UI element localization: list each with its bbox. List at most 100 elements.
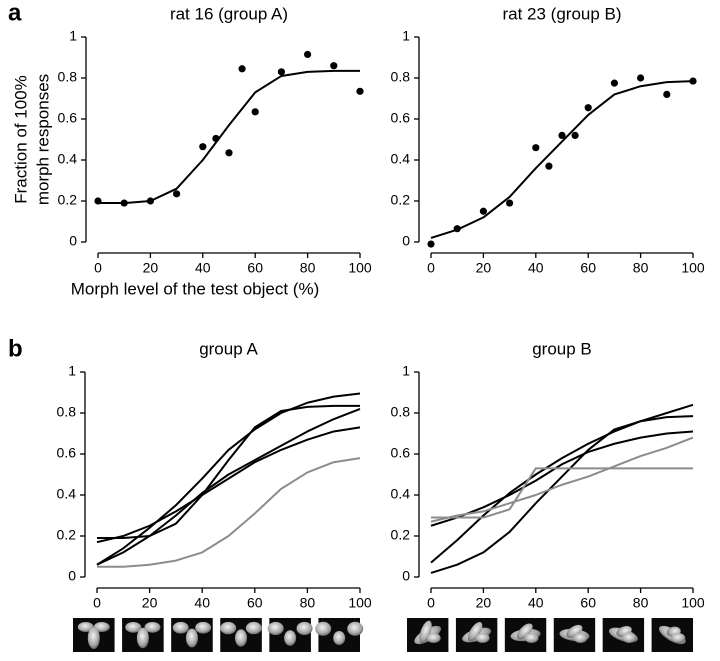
data-point	[199, 143, 207, 151]
data-point	[558, 131, 566, 139]
x-tick-label: 60	[580, 595, 596, 611]
x-tick-label: 80	[633, 260, 649, 276]
thumbnail-shape	[573, 633, 588, 643]
thumbnail-shape	[267, 621, 284, 636]
y-tick-label: 0	[68, 568, 76, 584]
thumbnail-shape	[284, 630, 297, 646]
x-tick-label: 100	[681, 260, 705, 276]
curve	[430, 80, 694, 239]
y-tick-label: 0	[402, 233, 410, 249]
chart-title: group A	[199, 339, 258, 358]
x-tick-label: 20	[476, 260, 492, 276]
x-tick-label: 0	[427, 595, 435, 611]
curve	[430, 403, 694, 564]
thumbnail-shape	[333, 631, 346, 645]
x-tick-label: 20	[142, 595, 158, 611]
data-point	[277, 68, 285, 76]
curve	[96, 426, 361, 544]
thumbnail-shape	[185, 628, 198, 648]
thumbnail-shape	[87, 627, 100, 649]
thumbnail-shape	[296, 621, 313, 636]
data-point	[173, 190, 181, 198]
x-tick-label: 100	[348, 260, 372, 276]
morph-thumbnail	[407, 618, 449, 652]
data-point	[225, 149, 233, 157]
y-tick-label: 0	[69, 233, 77, 249]
x-tick-label: 40	[528, 260, 544, 276]
thumbnail-shape	[93, 622, 110, 632]
data-point	[94, 197, 102, 205]
data-point	[637, 74, 645, 82]
thumbnail-shape	[220, 621, 237, 635]
thumbnail-shape	[347, 621, 364, 636]
thumbnail-shape	[125, 621, 142, 633]
y-tick-label: 0.8	[391, 404, 411, 420]
data-point	[506, 199, 514, 207]
y-tick-label: 0.6	[58, 110, 78, 126]
thumbnail-shape	[136, 627, 149, 649]
data-point	[146, 197, 154, 205]
y-tick-label: 1	[402, 363, 410, 379]
y-tick-label: 0	[402, 568, 410, 584]
data-point	[689, 77, 697, 85]
data-point	[212, 134, 220, 143]
y-tick-label: 0.6	[391, 110, 411, 126]
y-tick-label: 1	[68, 363, 76, 379]
curve	[97, 404, 360, 540]
thumbnail-shape	[516, 623, 533, 640]
thumbnail-shape	[77, 622, 94, 632]
thumbnail-shape	[172, 621, 189, 634]
morph-thumbnail	[455, 618, 498, 652]
morph-thumbnail	[553, 618, 596, 652]
x-tick-label: 40	[194, 595, 210, 611]
morph-thumbnail	[171, 618, 213, 652]
curve	[430, 436, 694, 523]
x-tick-label: 60	[247, 595, 263, 611]
morph-thumbnail	[220, 618, 262, 652]
morph-thumbnail	[267, 618, 313, 652]
panel-label: b	[8, 335, 23, 362]
data-point	[427, 240, 435, 248]
data-point	[304, 50, 312, 59]
y-tick-label: 0.8	[57, 404, 77, 420]
data-point	[663, 90, 671, 98]
data-point	[532, 144, 540, 152]
curve	[96, 407, 361, 566]
data-point	[453, 225, 461, 233]
y-tick-label: 0.2	[57, 527, 77, 543]
y-axis-label: morph responses	[33, 74, 52, 205]
y-tick-label: 0.4	[58, 151, 78, 167]
curve	[430, 430, 694, 527]
curve	[431, 467, 693, 519]
thumbnail-shape	[315, 621, 332, 636]
x-axis-label: Morph level of the test object (%)	[71, 279, 320, 298]
y-tick-label: 0.8	[391, 69, 411, 85]
x-tick-label: 0	[93, 595, 101, 611]
thumbnail-shape	[144, 621, 161, 633]
x-tick-label: 60	[580, 260, 596, 276]
data-point	[120, 199, 128, 207]
curve	[96, 392, 361, 566]
x-tick-label: 40	[195, 260, 211, 276]
y-axis-label: Fraction of 100%	[11, 75, 30, 204]
y-tick-label: 0.4	[57, 486, 77, 502]
x-tick-label: 20	[476, 595, 492, 611]
morph-thumbnail	[315, 618, 364, 652]
x-tick-label: 100	[681, 595, 705, 611]
curve	[98, 69, 360, 205]
data-point	[584, 104, 592, 112]
y-tick-label: 0.2	[391, 192, 411, 208]
morph-thumbnail	[602, 618, 645, 652]
y-tick-label: 0.6	[391, 445, 411, 461]
morph-thumbnail	[651, 618, 693, 652]
thumbnail-shape	[195, 621, 212, 634]
morph-thumbnail	[122, 618, 164, 652]
chart-title: rat 16 (group A)	[170, 4, 288, 23]
y-tick-label: 0.6	[57, 445, 77, 461]
y-tick-label: 0.4	[391, 151, 411, 167]
y-tick-label: 0.8	[58, 69, 78, 85]
thumbnail-shape	[426, 633, 441, 643]
data-point	[479, 207, 487, 215]
thumbnail-shape	[245, 621, 262, 635]
